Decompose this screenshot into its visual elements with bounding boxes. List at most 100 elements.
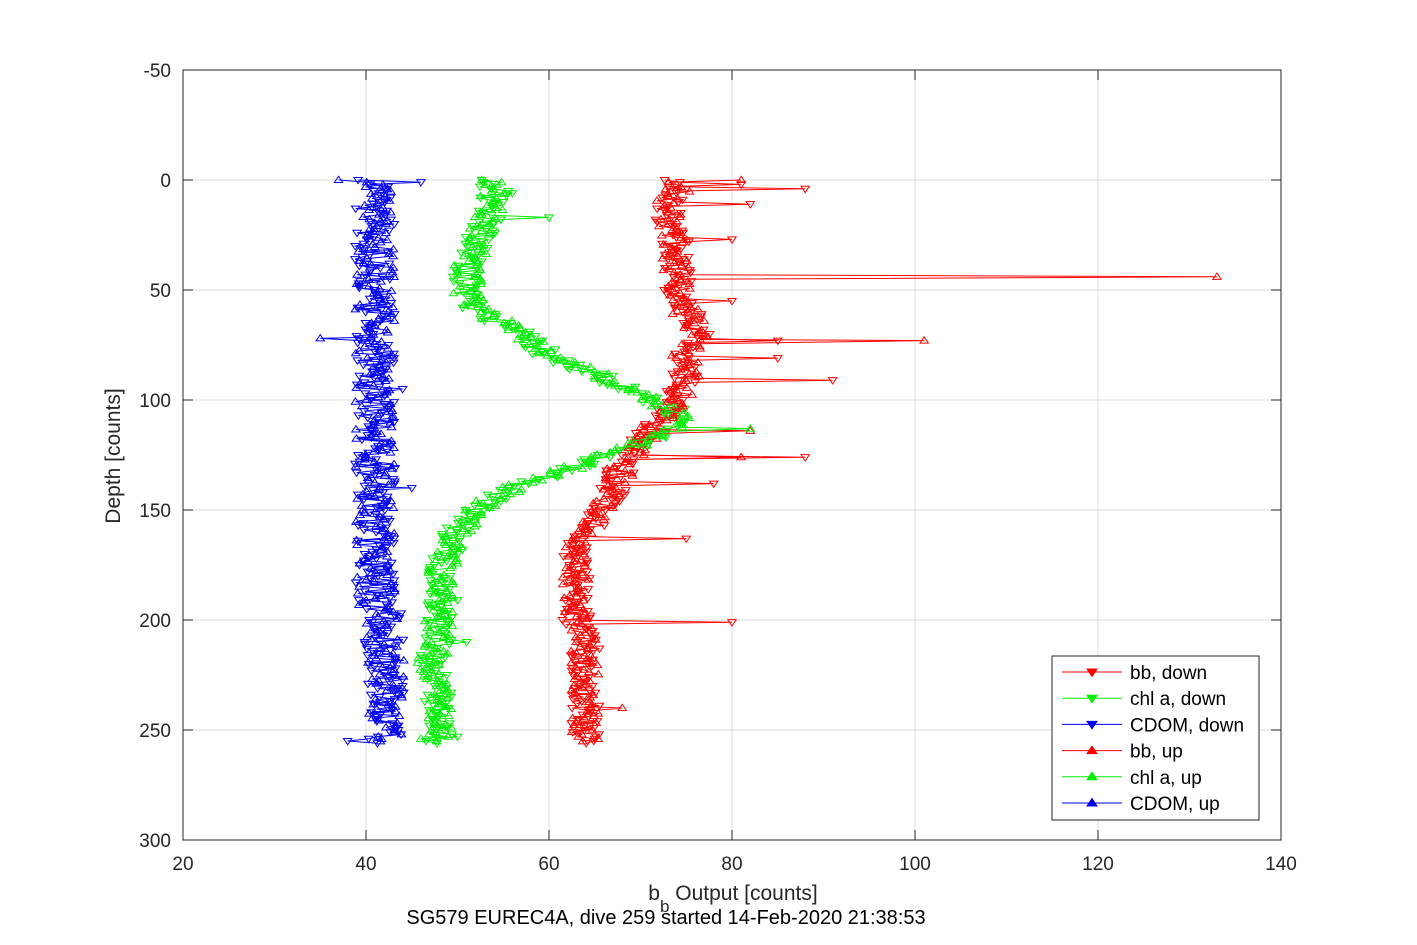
data-point-marker xyxy=(542,350,553,359)
data-point-marker xyxy=(573,526,584,535)
data-point-marker xyxy=(371,718,382,726)
data-point-marker xyxy=(457,304,468,313)
data-point-marker xyxy=(670,403,681,412)
data-point-marker xyxy=(566,685,577,694)
data-point-marker xyxy=(362,414,373,423)
data-point-marker xyxy=(581,568,593,577)
data-point-marker xyxy=(366,425,377,434)
data-point-marker xyxy=(663,425,674,434)
x-tick-label: 80 xyxy=(721,854,742,875)
data-point-marker xyxy=(566,625,577,634)
data-point-marker xyxy=(352,176,364,185)
data-point-marker xyxy=(377,355,388,364)
data-point-marker xyxy=(363,205,375,214)
data-point-marker xyxy=(661,415,672,424)
data-point-marker xyxy=(453,544,465,553)
data-point-marker xyxy=(736,181,747,190)
data-point-marker xyxy=(429,618,440,627)
data-point-marker xyxy=(388,584,399,592)
data-point-marker xyxy=(579,364,590,373)
data-point-marker xyxy=(589,367,600,375)
data-point-marker xyxy=(424,665,435,674)
data-point-marker xyxy=(689,379,701,388)
data-point-marker xyxy=(692,372,703,381)
data-point-marker xyxy=(681,535,692,544)
data-point-marker xyxy=(663,385,674,394)
data-point-marker xyxy=(520,344,531,352)
data-point-marker xyxy=(423,565,434,574)
y-tick-label: 0 xyxy=(160,171,171,192)
data-point-marker xyxy=(426,725,437,733)
data-point-marker xyxy=(359,341,370,350)
data-point-marker xyxy=(380,219,392,227)
data-point-marker xyxy=(662,291,673,300)
data-point-marker xyxy=(390,706,401,715)
data-point-marker xyxy=(476,175,487,184)
data-point-marker xyxy=(374,482,385,491)
data-point-marker xyxy=(628,456,639,465)
data-point-marker xyxy=(384,678,395,687)
data-point-marker xyxy=(373,392,384,401)
data-point-marker xyxy=(453,515,464,524)
data-point-marker xyxy=(466,526,477,535)
data-point-marker xyxy=(368,699,379,708)
data-point-marker xyxy=(439,654,451,663)
data-point-marker xyxy=(366,434,377,443)
data-point-marker xyxy=(600,475,612,484)
data-point-marker xyxy=(585,701,596,710)
data-point-marker xyxy=(634,429,646,438)
data-point-marker xyxy=(683,360,695,368)
data-point-marker xyxy=(627,436,639,445)
data-point-marker xyxy=(389,478,400,487)
data-point-marker xyxy=(376,526,387,535)
x-tick-label: 140 xyxy=(1265,854,1297,875)
data-point-marker xyxy=(434,708,446,717)
data-point-marker xyxy=(476,246,488,255)
data-point-marker xyxy=(454,280,465,289)
data-point-marker xyxy=(412,658,423,666)
data-point-marker xyxy=(573,732,584,740)
data-point-marker xyxy=(396,692,408,701)
data-point-marker xyxy=(373,313,384,322)
data-point-marker xyxy=(379,470,390,479)
data-point-marker xyxy=(426,581,437,590)
data-point-marker xyxy=(354,256,365,264)
data-point-marker xyxy=(578,531,589,539)
data-point-marker xyxy=(383,480,394,488)
data-point-marker xyxy=(362,556,374,565)
data-point-marker xyxy=(643,390,654,398)
data-point-marker xyxy=(726,619,738,627)
x-tick-label: 100 xyxy=(899,854,931,875)
data-point-marker xyxy=(568,556,580,565)
data-point-marker xyxy=(687,390,698,398)
x-axis-label-main: b xyxy=(648,882,660,905)
data-point-marker xyxy=(473,207,484,216)
legend-entry-label: bb, up xyxy=(1130,742,1183,763)
data-point-marker xyxy=(381,537,392,546)
data-point-marker xyxy=(579,558,590,567)
data-point-marker xyxy=(586,528,597,537)
data-point-marker xyxy=(675,209,686,218)
data-point-marker xyxy=(488,311,499,320)
data-point-marker xyxy=(381,235,393,244)
data-point-marker xyxy=(581,614,592,622)
data-point-marker xyxy=(583,667,595,676)
data-point-marker xyxy=(638,450,649,458)
data-point-marker xyxy=(367,674,378,682)
data-point-marker xyxy=(385,216,397,225)
data-point-marker xyxy=(568,621,580,629)
data-point-marker xyxy=(429,690,440,699)
data-point-marker xyxy=(590,733,601,742)
data-point-marker xyxy=(386,623,397,632)
data-point-marker xyxy=(477,498,489,507)
data-point-marker xyxy=(671,401,682,410)
data-point-marker xyxy=(390,658,401,667)
data-point-marker xyxy=(681,341,692,350)
data-point-marker xyxy=(367,420,379,428)
data-point-marker xyxy=(671,300,683,308)
data-point-marker xyxy=(698,316,710,324)
data-point-marker xyxy=(498,318,510,327)
data-point-marker xyxy=(369,471,380,480)
data-point-marker xyxy=(373,367,385,375)
data-point-marker xyxy=(359,452,370,461)
